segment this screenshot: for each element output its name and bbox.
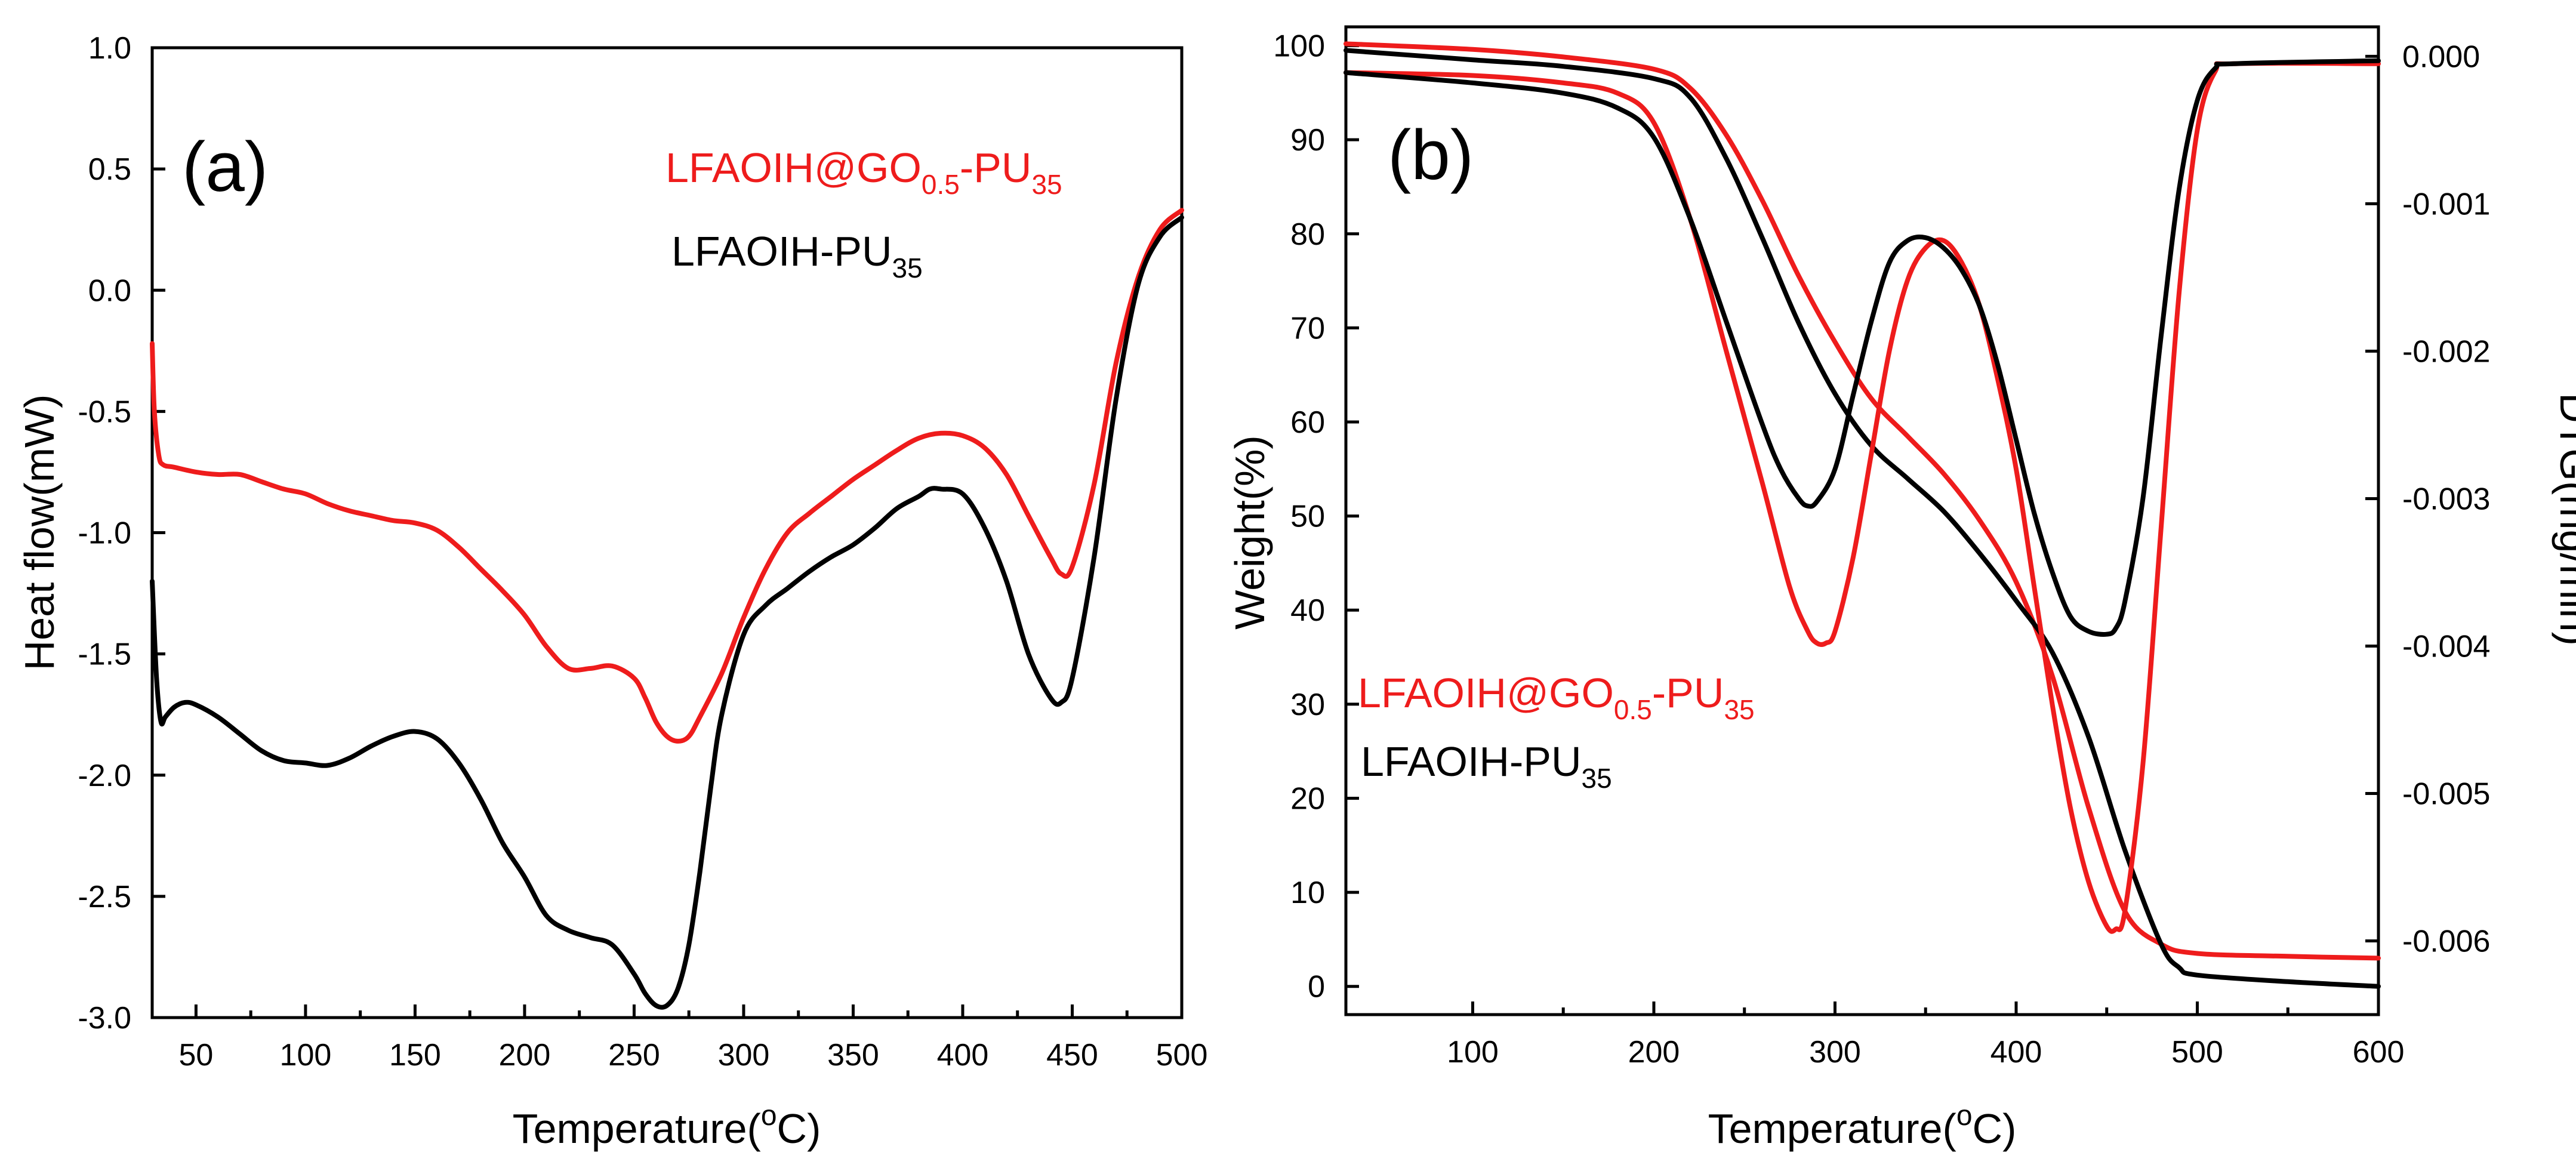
series-line-red-right: [1344, 60, 2381, 934]
x-tick-label: 250: [608, 1038, 660, 1073]
panel-a-label: (a): [182, 128, 268, 207]
panel-b-x-axis-title: Temperature(oC): [1708, 1100, 2017, 1152]
x-axis-title-text: Temperature(: [513, 1105, 761, 1152]
y-tick-label: 90: [1290, 123, 1325, 158]
legend-text-base: LFAOIH@GO: [665, 144, 922, 191]
y-tick-label: -3.0: [78, 1001, 131, 1036]
y2-tick-label: 0.000: [2402, 39, 2480, 74]
panel-a-series: [150, 208, 1184, 1010]
x-tick-label: 350: [827, 1038, 879, 1073]
panel-a-legend-entry-black: LFAOIH-PU35: [671, 228, 923, 283]
legend-text-sub: 35: [1724, 694, 1754, 725]
x-tick-label: 300: [718, 1038, 770, 1073]
legend-text-sub: 35: [1582, 763, 1612, 794]
legend-text-sub: 0.5: [1614, 694, 1652, 725]
y-tick-label: 30: [1290, 688, 1325, 722]
x-tick-label: 450: [1046, 1038, 1098, 1073]
y2-tick-label: -0.001: [2402, 187, 2490, 221]
panel-a-y-axis-title: Heat flow(mW): [16, 395, 63, 671]
y-tick-label: 80: [1290, 217, 1325, 252]
x-tick-label: 500: [1156, 1038, 1208, 1073]
panel-b-legend: LFAOIH@GO0.5-PU35 LFAOIH-PU35: [1358, 670, 1755, 794]
panel-b-legend-entry-red: LFAOIH@GO0.5-PU35: [1358, 670, 1755, 725]
x-tick-label: 100: [1447, 1035, 1499, 1070]
series-line-black-left: [1344, 48, 2381, 989]
panel-a-ticks: 50 100 150 200 250 300 350 400 450 500 -3.0 -2.5 -2.…: [78, 31, 1207, 1073]
legend-text-base: LFAOIH@GO: [1358, 670, 1614, 716]
panel-a: (a) LFAOIH@GO0.5-PU35 LFAOIH-PU35 50 100 1…: [16, 31, 1207, 1152]
y-tick-label: 10: [1290, 876, 1325, 910]
x-tick-label: 50: [178, 1038, 213, 1073]
y-tick-label: 1.0: [88, 31, 131, 66]
series-line-red-left: [1344, 41, 2381, 961]
panel-b-y2-axis-title: DTG(mg/min): [2552, 393, 2576, 646]
y-tick-label: 0: [1308, 970, 1325, 1004]
y-tick-label: 70: [1290, 311, 1325, 346]
panel-a-legend: LFAOIH@GO0.5-PU35 LFAOIH-PU35: [665, 144, 1062, 283]
panel-b-label: (b): [1388, 116, 1474, 195]
panel-b-series: [1344, 41, 2381, 989]
legend-text-sub: 0.5: [922, 169, 960, 200]
y-tick-label: -2.5: [78, 880, 131, 914]
y-tick-label: 40: [1290, 593, 1325, 628]
panel-a-plot-frame: [150, 46, 1184, 1019]
x-tick-label: 600: [2353, 1035, 2405, 1070]
legend-text-mid: -PU: [960, 144, 1032, 191]
y-tick-label: -2.0: [78, 759, 131, 793]
panel-b-y-axis-title: Weight(%): [1227, 435, 1273, 629]
y2-tick-label: -0.006: [2402, 924, 2490, 959]
x-tick-label: 400: [1990, 1035, 2042, 1070]
x-axis-title-sup: o: [1956, 1100, 1973, 1132]
x-tick-label: 500: [2171, 1035, 2223, 1070]
legend-text-sub: 35: [892, 252, 923, 283]
x-tick-label: 200: [1628, 1035, 1680, 1070]
x-axis-title-text: C): [777, 1105, 821, 1152]
y-tick-label: 50: [1290, 500, 1325, 534]
y2-tick-label: -0.003: [2402, 482, 2490, 516]
panel-a-legend-entry-red: LFAOIH@GO0.5-PU35: [665, 144, 1062, 200]
legend-text-sub: 35: [1031, 169, 1062, 200]
y2-tick-label: -0.005: [2402, 776, 2490, 811]
series-line-red: [150, 208, 1184, 744]
panel-b-plot-frame: [1344, 25, 2380, 1016]
legend-text-base: LFAOIH-PU: [1361, 738, 1582, 785]
x-tick-label: 300: [1809, 1035, 1861, 1070]
series-line-black: [150, 215, 1184, 1010]
panel-b-legend-entry-black: LFAOIH-PU35: [1361, 738, 1612, 794]
panel-b-ticks: 100 200 300 400 500 600 0 10 20 30 40 50 60 70 80 90 100…: [1273, 29, 2490, 1070]
x-axis-title-text: Temperature(: [1708, 1105, 1956, 1152]
x-tick-label: 100: [280, 1038, 332, 1073]
x-axis-title-text: C): [1973, 1105, 2017, 1152]
y2-tick-label: -0.002: [2402, 334, 2490, 369]
y-tick-label: 0.0: [88, 273, 131, 308]
panel-a-x-axis-title: Temperature(oC): [513, 1100, 821, 1152]
y-tick-label: -1.5: [78, 637, 131, 672]
y-tick-label: -1.0: [78, 516, 131, 551]
y-tick-label: -0.5: [78, 395, 131, 429]
series-line-black-right: [1344, 58, 2381, 637]
y-tick-label: 100: [1273, 29, 1325, 64]
legend-text-base: LFAOIH-PU: [671, 228, 892, 275]
x-tick-label: 200: [499, 1038, 551, 1073]
x-tick-label: 150: [389, 1038, 441, 1073]
y-tick-label: 0.5: [88, 152, 131, 187]
x-axis-title-sup: o: [761, 1100, 777, 1132]
panel-b: (b) LFAOIH@GO0.5-PU35 LFAOIH-PU35 100 200…: [1227, 25, 2576, 1152]
x-tick-label: 400: [937, 1038, 989, 1073]
legend-text-mid: -PU: [1652, 670, 1724, 716]
y-tick-label: 60: [1290, 405, 1325, 440]
y-tick-label: 20: [1290, 781, 1325, 816]
y2-tick-label: -0.004: [2402, 629, 2490, 664]
